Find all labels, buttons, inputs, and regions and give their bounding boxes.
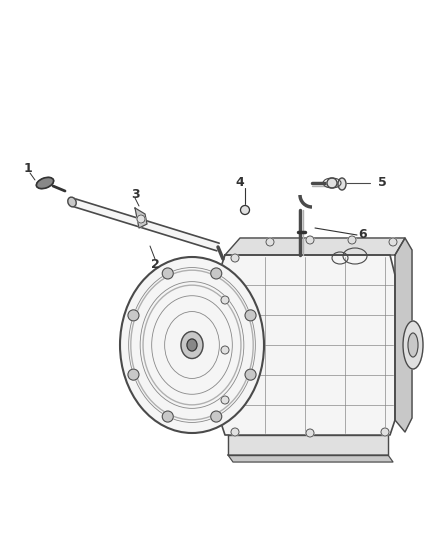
Polygon shape xyxy=(71,198,219,251)
Circle shape xyxy=(231,254,239,262)
Circle shape xyxy=(211,411,222,422)
Ellipse shape xyxy=(403,321,423,369)
Circle shape xyxy=(348,236,356,244)
Polygon shape xyxy=(220,255,395,435)
Circle shape xyxy=(245,310,256,321)
Polygon shape xyxy=(228,435,388,455)
Circle shape xyxy=(306,429,314,437)
Circle shape xyxy=(211,268,222,279)
Circle shape xyxy=(162,411,173,422)
Circle shape xyxy=(128,369,139,380)
Circle shape xyxy=(231,428,239,436)
Text: 1: 1 xyxy=(24,161,32,174)
Ellipse shape xyxy=(408,333,418,357)
Circle shape xyxy=(221,396,229,404)
Text: 3: 3 xyxy=(131,188,139,200)
Text: 4: 4 xyxy=(236,175,244,189)
Circle shape xyxy=(162,268,173,279)
Circle shape xyxy=(240,206,250,214)
Circle shape xyxy=(266,238,274,246)
Circle shape xyxy=(327,178,337,188)
Ellipse shape xyxy=(181,332,203,359)
Circle shape xyxy=(245,369,256,380)
Circle shape xyxy=(137,215,145,223)
Polygon shape xyxy=(395,238,412,432)
Polygon shape xyxy=(225,238,405,255)
Polygon shape xyxy=(228,455,393,462)
Circle shape xyxy=(128,310,139,321)
Text: 6: 6 xyxy=(358,229,367,241)
Ellipse shape xyxy=(187,339,197,351)
Text: 5: 5 xyxy=(378,176,387,190)
Polygon shape xyxy=(135,208,147,228)
Circle shape xyxy=(306,236,314,244)
Circle shape xyxy=(389,238,397,246)
Ellipse shape xyxy=(338,178,346,190)
Text: 2: 2 xyxy=(151,257,159,271)
Ellipse shape xyxy=(68,197,76,207)
Circle shape xyxy=(221,346,229,354)
Ellipse shape xyxy=(120,257,264,433)
Ellipse shape xyxy=(36,177,53,189)
Circle shape xyxy=(221,296,229,304)
Circle shape xyxy=(381,428,389,436)
